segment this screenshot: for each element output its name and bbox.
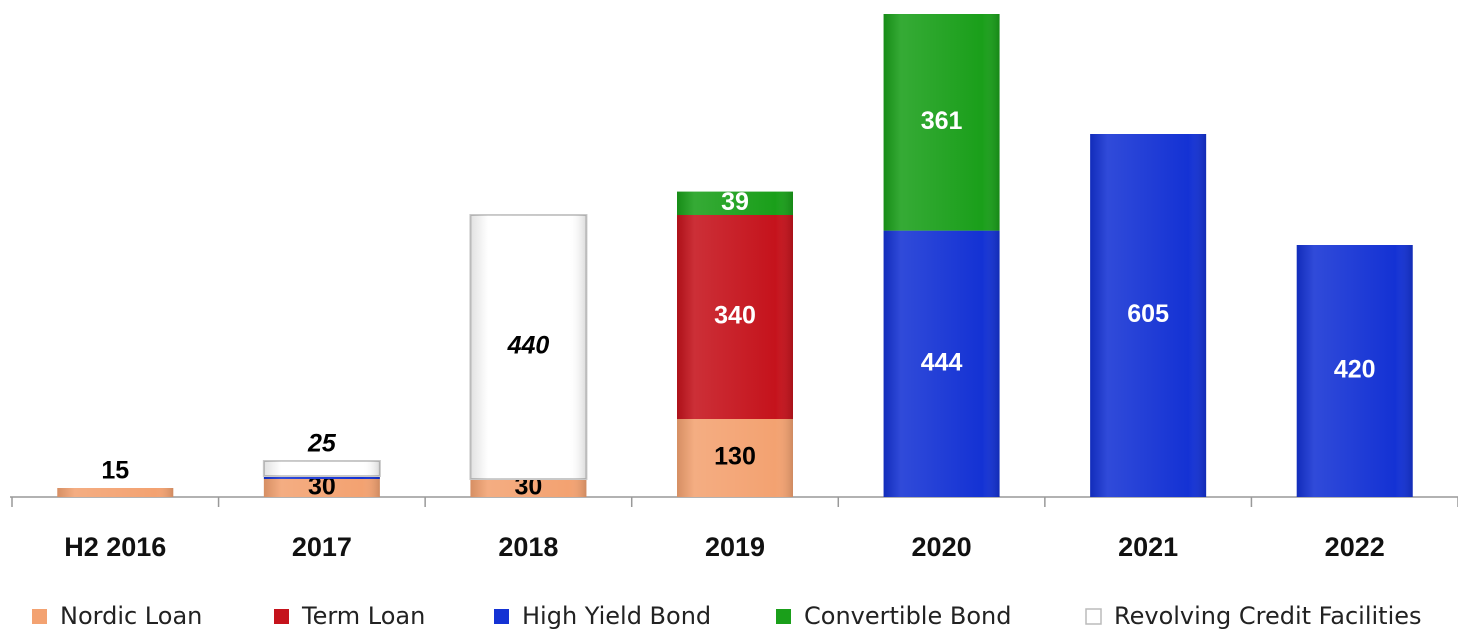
legend-label: Convertible Bond [804, 602, 1011, 630]
x-tick-label: 2017 [292, 532, 352, 562]
data-label: 420 [1334, 356, 1376, 384]
bar-shading [677, 191, 793, 215]
legend-label: Term Loan [301, 602, 425, 630]
legend-label: Revolving Credit Facilities [1114, 602, 1422, 630]
bar-shading [1296, 245, 1413, 497]
data-label: 130 [714, 443, 756, 471]
data-label: 39 [721, 188, 749, 216]
x-tick-label: 2020 [912, 532, 972, 562]
legend-label: High Yield Bond [522, 602, 711, 630]
x-tick-label: 2019 [705, 532, 765, 562]
legend-marker [776, 609, 791, 624]
data-label: 605 [1127, 300, 1169, 328]
legend-marker [32, 609, 47, 624]
x-tick-label: 2022 [1325, 532, 1385, 562]
data-label: 25 [307, 430, 337, 458]
legend-marker [274, 609, 289, 624]
bar-shading [470, 479, 587, 497]
data-label: 15 [101, 457, 129, 485]
bar-shading [470, 215, 587, 479]
data-label: 444 [921, 348, 963, 376]
data-label: 440 [507, 332, 550, 360]
x-tick-label: H2 2016 [64, 532, 166, 562]
x-tick-label: 2018 [498, 532, 558, 562]
data-label: 340 [714, 302, 756, 330]
bar-shading [677, 419, 793, 497]
bar-shading [883, 230, 1000, 497]
bar-shading [883, 14, 1000, 231]
data-label: 361 [921, 107, 963, 135]
legend-marker [1085, 608, 1102, 625]
bar-shading [57, 488, 174, 497]
bar-shading [677, 215, 793, 419]
bar-shading [263, 479, 380, 497]
legend-marker [494, 609, 509, 624]
bar-shading [263, 461, 380, 476]
bar-shading [1090, 134, 1207, 497]
bar-shading [263, 476, 380, 479]
legend-label: Nordic Loan [60, 602, 202, 630]
x-tick-label: 2021 [1118, 532, 1178, 562]
